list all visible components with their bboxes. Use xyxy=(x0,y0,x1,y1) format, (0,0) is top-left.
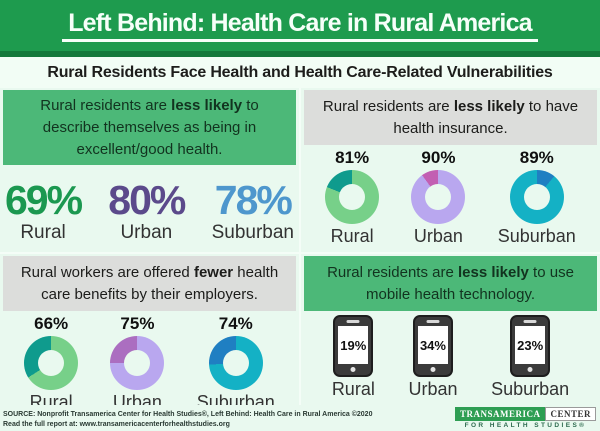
phone-home-button xyxy=(430,367,436,372)
phone-screen: 23% xyxy=(515,326,546,364)
donut-chart-icon xyxy=(208,336,263,390)
mobile-phones: 19% Rural 34% Urban 23% Subu xyxy=(301,315,600,400)
phone-speaker xyxy=(426,320,440,323)
phone-screen: 19% xyxy=(338,326,369,364)
donut-chart-icon xyxy=(325,170,380,224)
mobile-suburban: 23% Suburban xyxy=(491,315,569,400)
mobile-urban: 34% Urban xyxy=(408,315,457,400)
mobile-suburban-value: 23% xyxy=(517,337,544,353)
donut-chart-icon xyxy=(24,336,79,390)
smartphone-icon: 23% xyxy=(510,315,551,377)
logo-wordmark: TRANSAMERICA CENTER xyxy=(454,407,596,421)
phone-speaker xyxy=(523,320,537,323)
mobile-rural: 19% Rural xyxy=(332,315,375,400)
header-banner: Left Behind: Health Care in Rural Americ… xyxy=(0,0,600,51)
benefits-suburban-label: Suburban xyxy=(196,392,275,405)
smartphone-icon: 34% xyxy=(412,315,453,377)
benefits-donut-rural: 66% Rural xyxy=(24,314,79,405)
benefits-donut-suburban: 74% Suburban xyxy=(197,314,275,405)
page-subtitle: Rural Residents Face Health and Health C… xyxy=(47,63,553,81)
smartphone-icon: 19% xyxy=(333,315,374,377)
phone-speaker xyxy=(346,320,360,323)
health-status-heading: Rural residents are less likely to descr… xyxy=(40,97,259,158)
phone-home-button xyxy=(350,367,356,372)
panel-insurance: Rural residents are less likely to have … xyxy=(301,88,600,252)
stat-rural-label: Rural xyxy=(20,222,66,244)
insurance-urban-label: Urban xyxy=(413,226,463,246)
benefits-rural-value: 66% xyxy=(34,314,69,333)
insurance-callout: Rural residents are less likely to have … xyxy=(304,90,597,145)
insurance-rural-label: Rural xyxy=(330,226,374,246)
stat-urban-value: 80% xyxy=(108,177,186,224)
mobile-urban-label: Urban xyxy=(408,379,458,399)
phone-screen: 34% xyxy=(417,326,448,364)
benefits-heading: Rural workers are offered fewer health c… xyxy=(20,263,279,303)
insurance-donuts: 81% Rural 90% Urban 89% Suburban xyxy=(301,148,600,247)
donut-chart-icon xyxy=(509,170,564,224)
insurance-donut-urban: 90% Urban xyxy=(411,148,466,247)
mobile-urban-value: 34% xyxy=(419,337,446,353)
panel-benefits: Rural workers are offered fewer health c… xyxy=(0,254,299,405)
insurance-donut-rural: 81% Rural xyxy=(325,148,380,247)
logo-secondary-text: CENTER xyxy=(545,407,596,421)
header-divider xyxy=(0,51,600,57)
health-status-callout: Rural residents are less likely to descr… xyxy=(3,90,296,166)
infographic-grid: Rural residents are less likely to descr… xyxy=(0,88,600,405)
benefits-suburban-value: 74% xyxy=(218,314,253,333)
stat-urban: 80% Urban xyxy=(108,177,186,244)
logo-primary-text: TRANSAMERICA xyxy=(454,407,546,421)
stat-rural-value: 69% xyxy=(5,177,83,224)
benefits-urban-value: 75% xyxy=(120,314,155,333)
panel-health-status: Rural residents are less likely to descr… xyxy=(0,88,299,252)
panel-mobile-health: Rural residents are less likely to use m… xyxy=(301,254,600,405)
donut-chart-icon xyxy=(411,170,466,224)
insurance-donut-suburban: 89% Suburban xyxy=(498,148,576,247)
mobile-rural-label: Rural xyxy=(331,379,375,399)
benefits-donuts: 66% Rural 75% Urban 74% Suburban xyxy=(0,314,299,405)
health-status-stats: 69% Rural 80% Urban 78% Suburban xyxy=(0,180,299,244)
transamerica-center-logo: TRANSAMERICA CENTER FOR HEALTH STUDIES® xyxy=(454,407,596,429)
source-attribution: SOURCE: Nonprofit Transamerica Center fo… xyxy=(3,410,372,429)
mobile-callout: Rural residents are less likely to use m… xyxy=(304,256,597,311)
benefits-callout: Rural workers are offered fewer health c… xyxy=(3,256,296,311)
source-line-2: Read the full report at: www.transameric… xyxy=(3,420,230,428)
stat-suburban-value: 78% xyxy=(214,177,293,224)
phone-home-button xyxy=(527,367,533,372)
subtitle-bar: Rural Residents Face Health and Health C… xyxy=(0,57,600,88)
benefits-urban-label: Urban xyxy=(112,392,162,405)
mobile-rural-value: 19% xyxy=(340,337,367,353)
footer: SOURCE: Nonprofit Transamerica Center fo… xyxy=(0,405,600,431)
stat-suburban-label: Suburban xyxy=(211,222,294,244)
page-title: Left Behind: Health Care in Rural Americ… xyxy=(62,9,538,42)
mobile-suburban-label: Suburban xyxy=(491,379,570,399)
insurance-suburban-label: Suburban xyxy=(497,226,576,246)
donut-hole xyxy=(124,350,151,376)
donut-hole xyxy=(222,350,249,376)
donut-hole xyxy=(38,350,65,376)
insurance-heading: Rural residents are less likely to have … xyxy=(322,97,579,137)
insurance-suburban-value: 89% xyxy=(519,148,554,167)
donut-hole xyxy=(523,184,550,210)
insurance-rural-value: 81% xyxy=(335,148,370,167)
stat-urban-label: Urban xyxy=(120,222,173,244)
insurance-urban-value: 90% xyxy=(421,148,456,167)
stat-suburban: 78% Suburban xyxy=(212,180,294,244)
logo-tagline: FOR HEALTH STUDIES® xyxy=(464,422,587,429)
stat-rural: 69% Rural xyxy=(5,177,83,244)
donut-hole xyxy=(339,184,366,210)
benefits-donut-urban: 75% Urban xyxy=(110,314,165,405)
source-line-1: SOURCE: Nonprofit Transamerica Center fo… xyxy=(3,411,373,419)
mobile-heading: Rural residents are less likely to use m… xyxy=(327,263,574,303)
donut-hole xyxy=(425,184,452,210)
donut-chart-icon xyxy=(110,336,165,390)
benefits-rural-label: Rural xyxy=(29,392,73,405)
